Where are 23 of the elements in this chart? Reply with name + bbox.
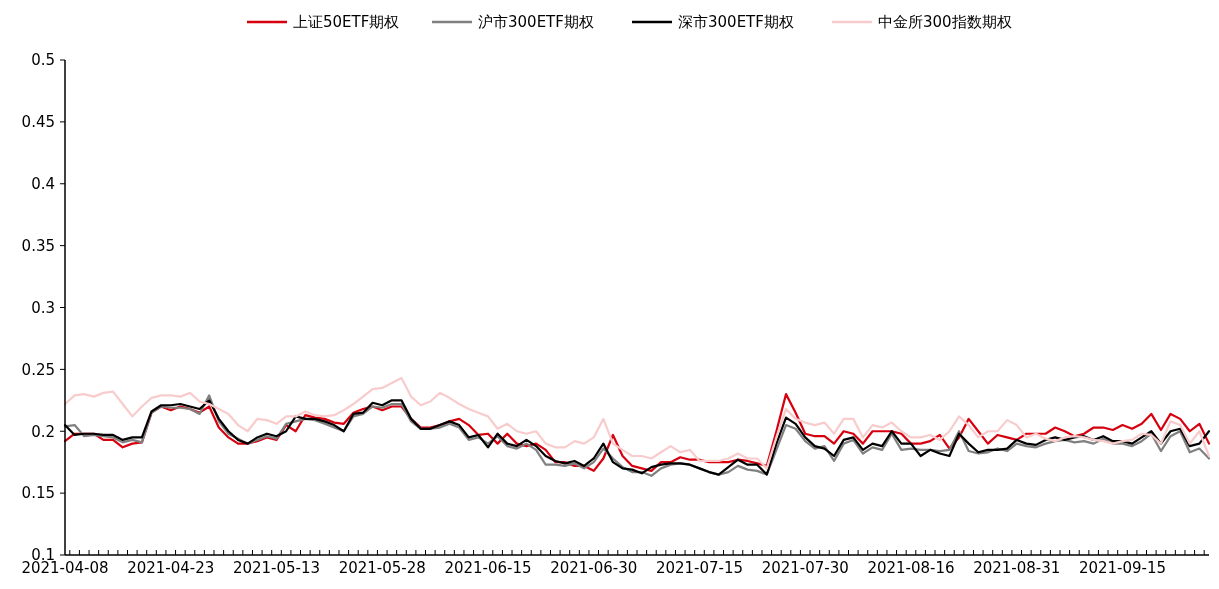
legend-label: 上证50ETF期权 bbox=[293, 13, 400, 32]
x-tick-label: 2021-04-23 bbox=[127, 559, 215, 577]
y-tick-label: 0.25 bbox=[21, 360, 55, 379]
x-tick-label: 2021-09-15 bbox=[1078, 559, 1167, 577]
y-tick-label: 0.2 bbox=[31, 422, 55, 441]
y-tick-label: 0.5 bbox=[31, 51, 55, 70]
line-series bbox=[63, 376, 1211, 470]
y-tick-label: 0.3 bbox=[31, 298, 55, 317]
y-tick-label: 0.45 bbox=[21, 113, 55, 132]
x-tick-label: 2021-05-13 bbox=[232, 559, 321, 577]
x-tick-label: 2021-06-15 bbox=[444, 559, 532, 577]
x-tick-label: 2021-05-28 bbox=[338, 559, 426, 577]
x-tick-label: 2021-08-31 bbox=[973, 559, 1061, 577]
legend-label: 中金所300指数期权 bbox=[878, 13, 1012, 32]
x-tick-label: 2021-07-15 bbox=[655, 559, 744, 577]
x-tick-label: 2021-06-30 bbox=[550, 559, 638, 577]
legend-label: 沪市300ETF期权 bbox=[478, 13, 594, 32]
x-tick-label: 2021-08-16 bbox=[867, 559, 955, 577]
y-tick-label: 0.4 bbox=[31, 175, 55, 193]
y-tick-label: 0.15 bbox=[21, 484, 55, 503]
x-tick-label: 2021-07-30 bbox=[761, 559, 849, 577]
y-tick-label: 0.35 bbox=[21, 236, 55, 255]
legend-label: 深市300ETF期权 bbox=[678, 13, 794, 32]
